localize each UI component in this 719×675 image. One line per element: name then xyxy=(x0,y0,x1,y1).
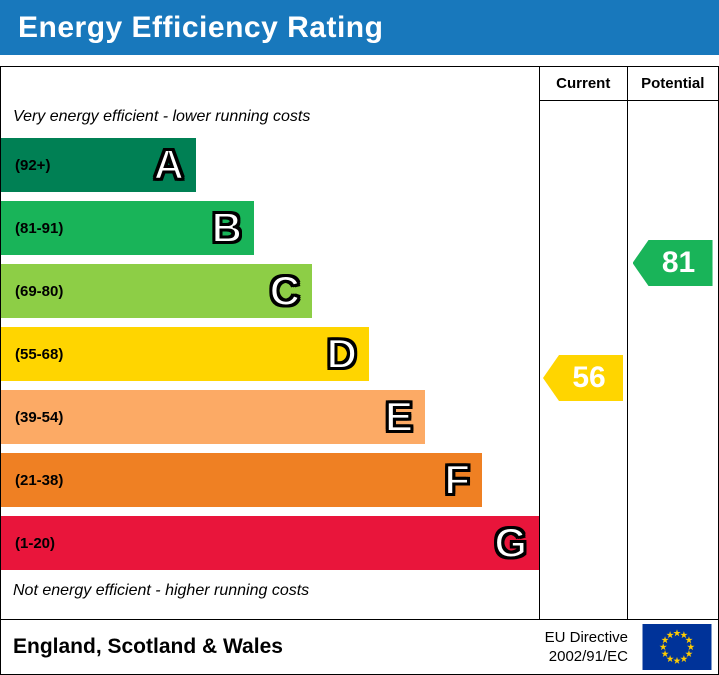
band-bar-g: (1-20) G xyxy=(1,516,539,570)
eu-directive-label: EU Directive 2002/91/EC xyxy=(545,628,628,667)
band-letter: C xyxy=(269,266,301,315)
current-rating-value: 56 xyxy=(572,361,606,394)
chart-grid: Very energy efficient - lower running co… xyxy=(1,67,718,619)
band-row-e: (39-54) E xyxy=(1,390,539,444)
potential-column-header: Potential xyxy=(627,67,718,101)
band-letter: F xyxy=(443,455,471,504)
band-row-d: (55-68) D xyxy=(1,327,539,381)
current-rating-tag: 56 xyxy=(543,355,623,401)
band-row-f: (21-38) F xyxy=(1,453,539,507)
top-note: Very energy efficient - lower running co… xyxy=(13,108,311,125)
band-range-label: (69-80) xyxy=(15,282,64,300)
band-letter: A xyxy=(153,140,185,189)
band-range-label: (92+) xyxy=(15,156,51,174)
current-column-header: Current xyxy=(540,67,627,101)
band-bar-d: (55-68) D xyxy=(1,327,369,381)
region-label: England, Scotland & Wales xyxy=(13,635,283,658)
band-bar-e: (39-54) E xyxy=(1,390,425,444)
band-row-g: (1-20) G xyxy=(1,516,539,570)
current-column: Current 56 xyxy=(539,67,627,619)
band-bar-a: (92+) A xyxy=(1,138,196,192)
potential-column: Potential 81 xyxy=(626,67,718,619)
band-letter: G xyxy=(493,518,528,567)
band-range-label: (55-68) xyxy=(15,345,64,363)
band-letter: D xyxy=(326,329,358,378)
band-range-label: (1-20) xyxy=(15,534,56,552)
band-bar-c: (69-80) C xyxy=(1,264,312,318)
potential-column-body: 81 xyxy=(628,101,718,619)
eu-directive-line1: EU Directive xyxy=(544,628,628,646)
band-row-a: (92+) A xyxy=(1,138,539,192)
title-bar: Energy Efficiency Rating xyxy=(0,0,719,55)
band-range-label: (81-91) xyxy=(15,219,64,237)
current-column-body: 56 xyxy=(540,101,627,619)
eu-directive-line2: 2002/91/EC xyxy=(548,648,628,665)
footer-bar: England, Scotland & Wales EU Directive 2… xyxy=(1,619,718,674)
bottom-note: Not energy efficient - higher running co… xyxy=(13,582,310,599)
band-row-b: (81-91) B xyxy=(1,201,539,255)
band-range-label: (39-54) xyxy=(15,408,64,426)
band-row-c: (69-80) C xyxy=(1,264,539,318)
bands-list: (92+) A (81-91) B (69-80) C xyxy=(1,138,539,570)
band-letter: E xyxy=(384,392,414,441)
band-letter: B xyxy=(211,203,243,252)
potential-rating-tag: 81 xyxy=(632,240,713,286)
band-range-label: (21-38) xyxy=(15,471,64,489)
page-title: Energy Efficiency Rating xyxy=(18,10,384,44)
eu-flag-icon xyxy=(642,624,712,670)
bands-area: Very energy efficient - lower running co… xyxy=(1,67,539,619)
chart-frame: Very energy efficient - lower running co… xyxy=(0,66,719,675)
potential-rating-value: 81 xyxy=(661,246,696,279)
band-bar-b: (81-91) B xyxy=(1,201,254,255)
band-bar-f: (21-38) F xyxy=(1,453,482,507)
